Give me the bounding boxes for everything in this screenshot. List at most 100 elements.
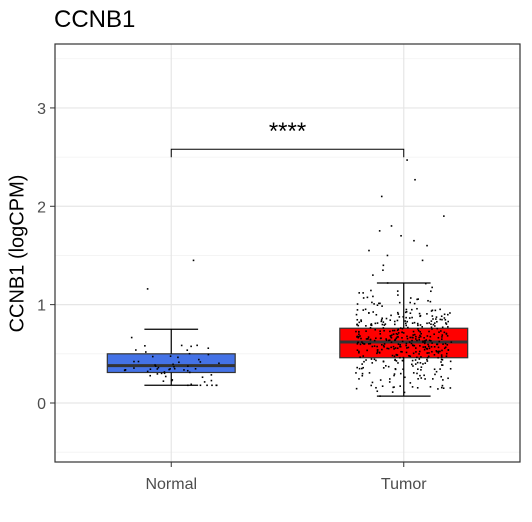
data-point — [384, 323, 387, 325]
data-point — [431, 309, 434, 312]
data-point — [405, 310, 408, 313]
data-point — [380, 337, 382, 340]
data-point — [381, 323, 384, 326]
data-point — [160, 372, 163, 375]
data-point — [169, 368, 171, 370]
data-point — [417, 329, 420, 332]
data-point — [408, 341, 411, 343]
data-point — [369, 342, 372, 345]
data-point — [413, 302, 416, 305]
data-point — [431, 286, 433, 289]
data-point — [211, 384, 213, 387]
outlier-point — [382, 269, 384, 272]
data-point — [414, 347, 417, 349]
data-point — [370, 323, 373, 325]
data-point — [375, 313, 378, 316]
data-point — [371, 345, 374, 348]
data-point — [381, 343, 383, 346]
outlier-point — [192, 259, 195, 262]
data-point — [428, 345, 430, 348]
data-point — [430, 320, 433, 322]
data-point — [389, 319, 392, 321]
data-point — [382, 367, 385, 369]
data-point — [168, 368, 170, 371]
data-point — [409, 312, 412, 315]
data-point — [426, 335, 429, 337]
data-point — [409, 382, 412, 384]
data-point — [443, 347, 446, 350]
data-point — [194, 367, 197, 370]
data-point — [358, 351, 360, 354]
data-point — [360, 319, 362, 321]
data-point — [397, 332, 400, 334]
data-point — [407, 346, 410, 349]
data-point — [388, 339, 390, 342]
data-point — [156, 368, 159, 370]
data-point — [424, 282, 427, 285]
data-point — [435, 318, 437, 320]
outlier-point — [390, 225, 393, 227]
data-point — [144, 345, 146, 347]
data-point — [437, 336, 440, 339]
data-point — [356, 318, 359, 321]
data-point — [356, 303, 359, 305]
data-point — [370, 289, 372, 292]
data-point — [410, 308, 413, 311]
data-point — [373, 345, 376, 347]
data-point — [395, 360, 398, 362]
data-point — [441, 318, 443, 321]
outlier-point — [414, 178, 416, 181]
data-point — [404, 311, 407, 314]
data-point — [163, 371, 166, 373]
data-point — [357, 324, 360, 327]
data-point — [381, 385, 384, 387]
data-point — [381, 317, 383, 320]
data-point — [393, 329, 396, 332]
data-point — [376, 322, 379, 324]
data-point — [432, 323, 435, 326]
data-point — [414, 363, 417, 365]
data-point — [396, 311, 399, 314]
data-point — [370, 324, 373, 327]
data-point — [397, 343, 400, 345]
data-point — [358, 367, 361, 370]
data-point — [393, 320, 396, 323]
data-point — [405, 316, 407, 319]
data-point — [433, 353, 436, 356]
data-point — [421, 326, 423, 328]
data-point — [416, 339, 418, 342]
significance-bracket — [170, 148, 405, 158]
data-point — [210, 374, 213, 376]
data-point — [393, 323, 396, 326]
data-point — [404, 376, 406, 379]
data-point — [439, 318, 442, 321]
data-point — [428, 352, 430, 354]
data-point — [447, 313, 449, 316]
data-point — [411, 344, 414, 346]
data-point — [356, 349, 359, 351]
data-point — [439, 368, 441, 370]
data-point — [401, 340, 404, 343]
data-point — [440, 338, 443, 340]
data-point — [420, 366, 423, 368]
data-point — [380, 319, 383, 321]
data-point — [418, 312, 421, 315]
data-point — [355, 313, 358, 316]
data-point — [420, 377, 423, 379]
data-point — [210, 379, 213, 382]
data-point — [375, 359, 377, 362]
x-tick-label: Tumor — [381, 476, 427, 493]
data-point — [433, 368, 436, 371]
data-point — [375, 386, 377, 389]
data-point — [426, 358, 428, 361]
data-point — [371, 301, 373, 304]
data-point — [171, 379, 174, 381]
data-point — [402, 332, 405, 334]
data-point — [382, 327, 385, 329]
data-point — [180, 344, 183, 347]
outlier-point — [386, 254, 389, 257]
data-point — [440, 375, 443, 378]
data-point — [413, 344, 416, 347]
data-point — [442, 343, 444, 345]
data-point — [157, 366, 160, 369]
